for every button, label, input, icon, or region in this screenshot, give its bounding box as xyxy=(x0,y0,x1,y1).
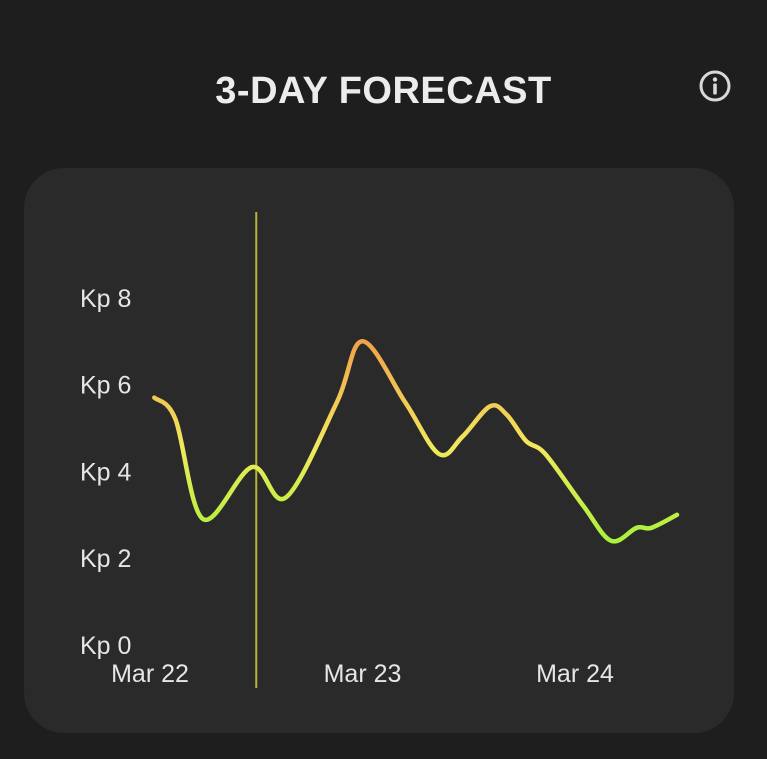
y-tick-label: Kp 2 xyxy=(80,545,131,573)
y-tick-label: Kp 4 xyxy=(80,458,132,486)
y-axis: Kp 0 Kp 2 Kp 4 Kp 6 Kp 8 xyxy=(80,285,132,660)
kp-data-point xyxy=(650,526,654,530)
x-axis: Mar 22 Mar 23 Mar 24 xyxy=(111,660,614,688)
kp-data-point xyxy=(635,526,639,530)
y-tick-label: Kp 0 xyxy=(80,632,131,660)
y-tick-label: Kp 6 xyxy=(80,372,131,400)
series-layer xyxy=(152,338,680,544)
y-tick-label: Kp 8 xyxy=(80,285,131,313)
x-tick-label: Mar 22 xyxy=(111,660,189,688)
kp-data-point xyxy=(361,339,365,343)
page-title: 3-DAY FORECAST xyxy=(215,70,552,112)
kp-data-point xyxy=(582,504,586,508)
kp-data-point xyxy=(437,452,441,456)
kp-data-point xyxy=(174,417,178,421)
x-tick-label: Mar 23 xyxy=(324,660,402,688)
info-icon[interactable] xyxy=(698,69,732,103)
kp-data-point xyxy=(250,465,254,469)
kp-data-point xyxy=(460,435,464,439)
kp-data-point xyxy=(524,439,528,443)
kp-data-point xyxy=(505,413,509,417)
kp-data-point xyxy=(675,513,679,517)
kp-data-point xyxy=(152,396,156,400)
forecast-card xyxy=(24,168,734,733)
kp-data-point xyxy=(609,539,613,543)
kp-series-line xyxy=(152,338,680,544)
kp-data-point xyxy=(284,495,288,499)
kp-data-point xyxy=(335,400,339,404)
kp-data-point xyxy=(543,452,547,456)
kp-data-point xyxy=(403,400,407,404)
kp-data-point xyxy=(201,517,205,521)
x-tick-label: Mar 24 xyxy=(536,660,614,688)
kp-data-point xyxy=(488,404,492,408)
